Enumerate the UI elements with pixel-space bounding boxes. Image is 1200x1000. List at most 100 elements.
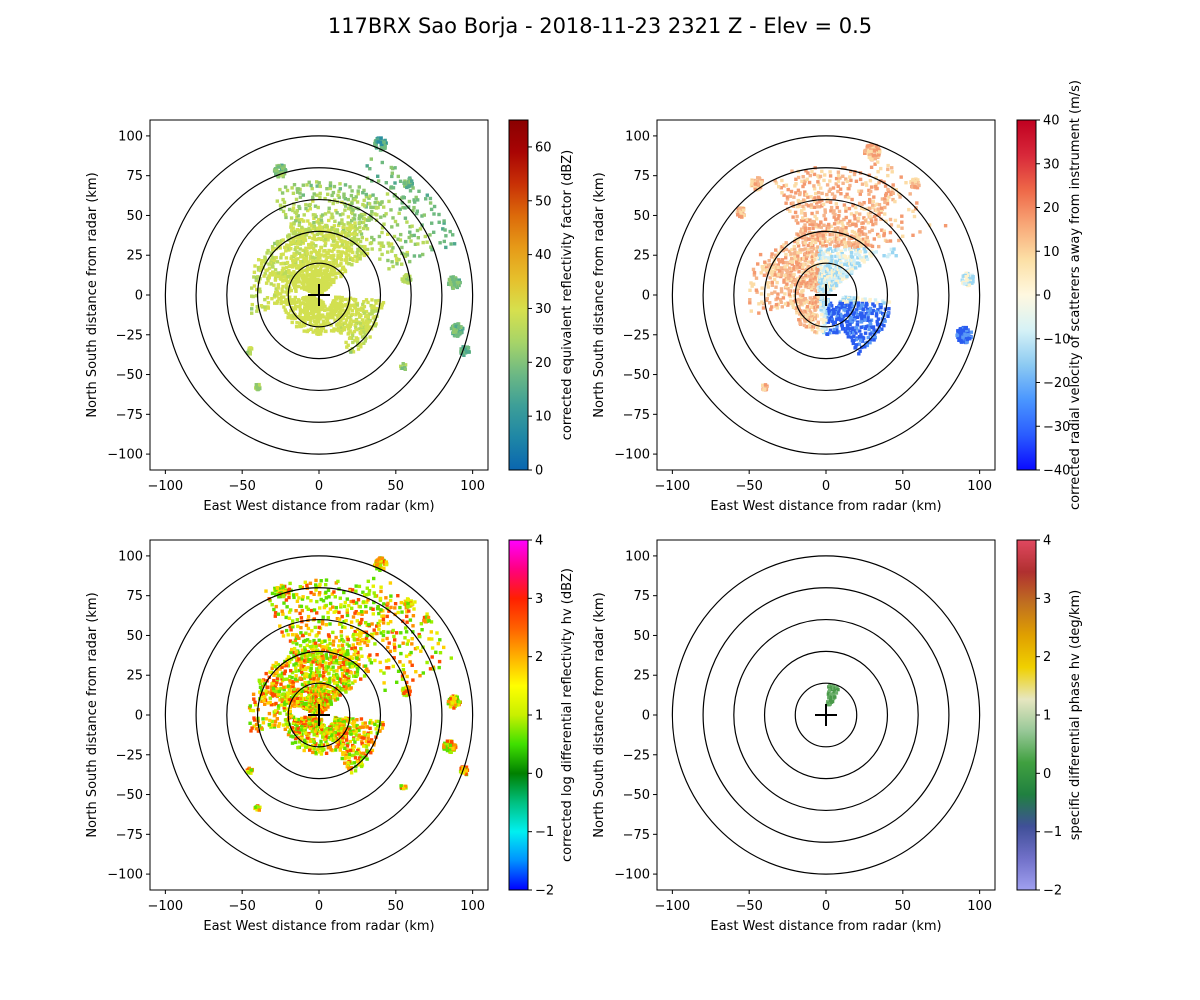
- echo-pixel: [801, 216, 805, 220]
- echo-pixel: [796, 250, 800, 255]
- echo-pixel: [264, 589, 268, 593]
- echo-pixel: [353, 670, 358, 675]
- echo-pixel: [291, 191, 296, 195]
- echo-pixel: [275, 199, 279, 203]
- echo-pixel: [302, 234, 306, 238]
- echo-pixel: [886, 314, 890, 318]
- echo-pixel: [318, 591, 322, 595]
- y-tick-label: −100: [614, 448, 650, 463]
- echo-pixel: [334, 259, 338, 263]
- echo-pixel: [420, 214, 424, 218]
- echo-pixel: [871, 325, 876, 329]
- echo-pixel: [841, 166, 845, 170]
- echo-pixel: [376, 179, 381, 183]
- echo-pixel: [792, 195, 796, 199]
- echo-pixel: [280, 170, 285, 175]
- echo-pixel: [755, 290, 759, 294]
- echo-pixel: [319, 699, 323, 703]
- echo-pixel: [791, 305, 796, 310]
- echo-pixel: [279, 673, 283, 677]
- echo-pixel: [901, 234, 905, 238]
- echo-pixel: [792, 272, 796, 277]
- echo-pixel: [965, 276, 969, 281]
- echo-pixel: [751, 282, 756, 286]
- echo-pixel: [793, 184, 797, 188]
- echo-pixel: [293, 307, 298, 311]
- echo-pixel: [429, 207, 434, 212]
- echo-pixel: [281, 634, 286, 638]
- echo-pixel: [340, 218, 344, 222]
- echo-pixel: [748, 301, 752, 305]
- echo-pixel: [801, 204, 805, 208]
- echo-pixel: [283, 185, 288, 189]
- echo-pixel: [813, 300, 817, 304]
- echo-pixel: [341, 688, 345, 692]
- echo-pixel: [779, 300, 783, 304]
- echo-pixel: [298, 264, 302, 268]
- echo-pixel: [366, 300, 370, 305]
- echo-pixel: [917, 183, 921, 188]
- echo-pixel: [365, 667, 369, 671]
- echo-pixel: [390, 171, 394, 175]
- echo-pixel: [751, 267, 756, 272]
- echo-pixel: [899, 175, 903, 179]
- echo-pixel: [345, 244, 349, 248]
- echo-pixel: [280, 665, 284, 669]
- echo-pixel: [275, 294, 279, 298]
- echo-pixel: [380, 226, 385, 230]
- echo-pixel: [870, 244, 875, 249]
- echo-pixel: [293, 299, 297, 303]
- echo-pixel: [894, 254, 898, 258]
- echo-pixel: [774, 266, 778, 270]
- echo-pixel: [863, 297, 867, 301]
- echo-pixel: [305, 638, 310, 642]
- echo-pixel: [918, 230, 922, 234]
- echo-pixel: [275, 694, 279, 699]
- echo-pixel: [804, 256, 809, 260]
- echo-pixel: [847, 206, 852, 211]
- echo-pixel: [850, 311, 854, 315]
- echo-pixel: [842, 308, 846, 312]
- echo-pixel: [856, 301, 861, 305]
- echo-pixel: [796, 237, 800, 242]
- echo-pixel: [280, 287, 284, 291]
- echo-pixel: [838, 255, 843, 259]
- echo-pixel: [349, 205, 353, 209]
- echo-pixel: [808, 278, 813, 282]
- echo-pixel: [391, 264, 395, 269]
- echo-pixel: [370, 312, 374, 316]
- echo-pixel: [792, 265, 796, 269]
- echo-pixel: [882, 301, 886, 305]
- echo-pixel: [339, 603, 343, 607]
- echo-pixel: [310, 644, 315, 648]
- echo-pixel: [331, 329, 336, 333]
- echo-pixel: [332, 198, 337, 202]
- echo-pixel: [830, 192, 835, 196]
- echo-pixel: [863, 318, 867, 322]
- echo-pixel: [339, 261, 343, 266]
- echo-pixel: [252, 275, 256, 279]
- echo-pixel: [819, 241, 823, 245]
- echo-pixel: [826, 248, 830, 252]
- echo-pixel: [421, 240, 425, 245]
- echo-pixel: [749, 281, 753, 285]
- x-tick-label: 100: [460, 479, 485, 494]
- echo-pixel: [874, 221, 878, 226]
- echo-pixel: [362, 216, 366, 221]
- echo-pixel: [874, 312, 879, 316]
- echo-pixel: [395, 259, 399, 263]
- echo-pixel: [453, 277, 457, 282]
- echo-pixel: [365, 252, 370, 256]
- echo-pixel: [428, 196, 433, 201]
- echo-pixel: [871, 205, 875, 210]
- echo-pixel: [857, 352, 861, 356]
- echo-pixel: [298, 247, 302, 251]
- echo-pixel: [272, 678, 276, 683]
- echo-pixel: [784, 268, 788, 272]
- echo-pixel: [305, 651, 309, 656]
- echo-pixel: [882, 254, 886, 258]
- echo-pixel: [287, 247, 291, 251]
- echo-pixel: [390, 260, 394, 264]
- echo-pixel: [858, 212, 862, 216]
- echo-pixel: [268, 599, 272, 603]
